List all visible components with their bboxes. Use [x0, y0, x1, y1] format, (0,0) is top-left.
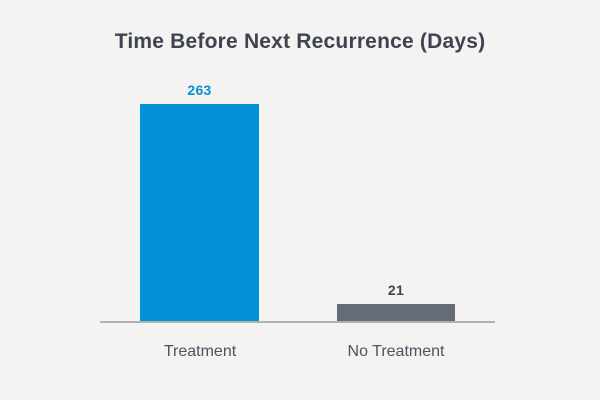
bar-no-treatment: [337, 304, 455, 321]
category-label-treatment: Treatment: [163, 343, 237, 360]
x-axis-line: [100, 321, 495, 323]
category-label-no-treatment: No Treatment: [347, 343, 445, 360]
bar-group-treatment: 263: [140, 82, 259, 321]
bar-group-no-treatment: 21: [337, 282, 455, 321]
value-label-no-treatment: 21: [387, 282, 405, 298]
chart-title: Time Before Next Recurrence (Days): [114, 30, 486, 53]
value-label-treatment: 263: [187, 82, 212, 98]
bar-treatment: [140, 104, 259, 321]
